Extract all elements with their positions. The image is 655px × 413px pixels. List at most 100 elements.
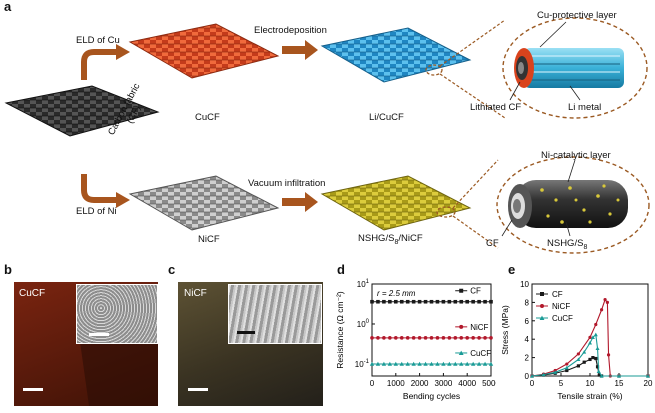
legend-marker	[540, 304, 544, 308]
data-point	[471, 336, 475, 340]
data-point	[394, 336, 398, 340]
series-cf: CF	[530, 290, 650, 378]
y-axis-label: Stress (MPa)	[500, 305, 510, 355]
lithiated-cf-label: Lithiated CF	[470, 102, 522, 113]
data-point	[429, 361, 434, 366]
series-cucf: CuCF	[530, 314, 650, 378]
cucf-photo-label: CuCF	[19, 288, 46, 299]
ni-catalytic-label: Ni-catalytic layer	[541, 150, 611, 161]
data-point	[576, 352, 580, 356]
nshg-s8-sub: 8	[583, 243, 588, 251]
y-tick-base: 10	[357, 320, 366, 329]
data-point	[483, 299, 487, 304]
data-point	[417, 361, 422, 366]
nicf-photo: NiCF	[178, 282, 323, 406]
data-point	[617, 374, 621, 378]
series-nicf: NiCF	[530, 298, 650, 378]
y-tick-base: 10	[355, 360, 364, 369]
plot-frame	[371, 283, 492, 377]
y-tick-label: 10-1	[355, 359, 370, 369]
data-point	[453, 299, 458, 304]
data-point	[381, 361, 387, 366]
data-point	[605, 300, 609, 304]
data-point	[541, 372, 546, 377]
y-tick-exp: 0	[366, 319, 370, 325]
legend-marker	[458, 350, 464, 355]
x-tick-label: 5	[559, 379, 564, 388]
nshg-s8-text: NSHG/S	[547, 238, 584, 249]
x-axis-label: Tensile strain (%)	[557, 391, 622, 401]
data-point	[530, 374, 534, 378]
nshg-sub: 8	[394, 238, 399, 246]
data-point	[565, 368, 569, 373]
data-point	[388, 336, 392, 340]
x-tick-label: 2000	[411, 379, 429, 388]
data-point	[477, 336, 481, 340]
data-point	[370, 336, 374, 340]
data-point	[441, 361, 446, 366]
data-point	[453, 361, 458, 366]
panel-b-label: b	[4, 262, 12, 277]
x-tick-label: 10	[586, 379, 595, 388]
panel-a-label: a	[4, 0, 12, 14]
y-tick-base: 10	[357, 280, 366, 289]
data-point	[376, 299, 380, 304]
data-point	[411, 336, 416, 340]
data-point	[423, 299, 428, 304]
legend-label: CF	[470, 287, 481, 296]
panel-a-schematic	[4, 17, 650, 254]
y-axis-label: Resistance (Ω cm⁻²)	[335, 291, 345, 369]
legend-marker	[540, 292, 544, 296]
data-point	[482, 361, 488, 366]
y-tick-exp: -1	[364, 359, 370, 365]
data-point	[564, 365, 569, 370]
data-point	[565, 362, 569, 366]
data-point	[423, 336, 428, 340]
nicf-fabric	[128, 175, 280, 231]
data-point	[411, 361, 416, 366]
data-point	[489, 299, 493, 304]
y-tick-label: 4	[525, 335, 530, 344]
nicf-photo-label: NiCF	[184, 288, 207, 299]
data-point	[590, 335, 595, 339]
arrow-to-cucf	[81, 49, 116, 80]
data-point	[399, 299, 404, 304]
data-point	[447, 299, 452, 304]
x-tick-label: 5000	[482, 379, 496, 388]
nicf-sem-inset	[228, 284, 322, 344]
nshg-nicf-label: NSHG/S8/NiCF	[358, 233, 423, 246]
data-point	[595, 346, 600, 350]
y-tick-label: 6	[525, 317, 530, 326]
x-tick-label: 0	[530, 379, 535, 388]
data-point	[405, 299, 410, 304]
data-point	[405, 336, 410, 340]
data-point	[483, 336, 487, 340]
legend-marker	[539, 315, 545, 320]
data-point	[593, 332, 598, 337]
data-point	[470, 361, 476, 366]
y-tick-label: 101	[357, 279, 370, 289]
data-point	[606, 353, 611, 357]
legend-marker	[459, 324, 464, 329]
data-point	[588, 357, 592, 362]
data-point	[453, 336, 458, 340]
vacuum-infiltration-label: Vacuum infiltration	[248, 178, 326, 189]
electrodeposition-label: Electrodeposition	[254, 25, 327, 36]
arrow-to-nicf	[81, 174, 116, 203]
series-cf: CF	[370, 287, 493, 304]
data-point	[576, 364, 580, 368]
data-point	[588, 340, 592, 345]
licucf-fabric	[320, 27, 472, 83]
data-point	[465, 336, 469, 340]
series-line	[531, 333, 648, 377]
legend-label: NiCF	[470, 323, 488, 332]
y-tick-exp: 1	[366, 279, 370, 285]
y-tick-label: 100	[357, 319, 370, 329]
legend-marker	[459, 288, 464, 293]
data-point	[429, 299, 434, 304]
data-point	[411, 299, 416, 304]
data-point	[599, 374, 604, 378]
data-point	[591, 356, 595, 360]
x-tick-label: 1000	[387, 379, 405, 388]
